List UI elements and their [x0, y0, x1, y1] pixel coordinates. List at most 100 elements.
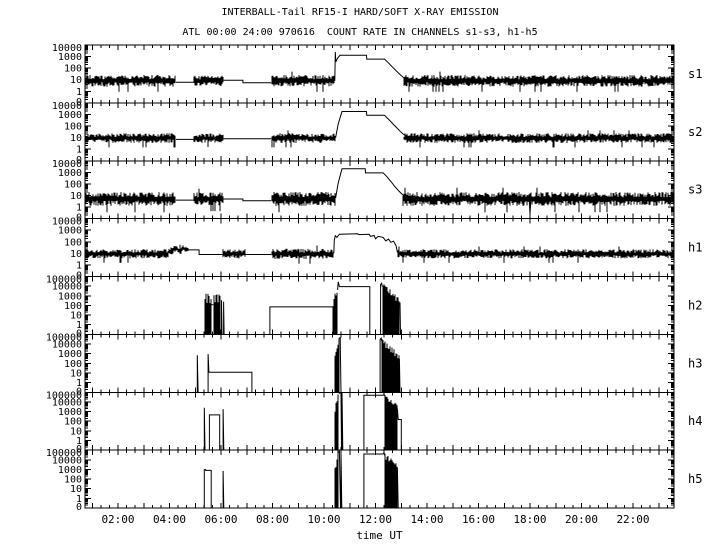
y-tick-label-h5: 1 [76, 494, 82, 505]
trace-line-s3 [528, 200, 532, 215]
panel-ticks-h2 [85, 276, 674, 335]
trace-noise-s1 [85, 75, 176, 92]
trace-noise-s1 [271, 71, 335, 92]
panel-border-s2 [84, 102, 675, 162]
y-tick-label-h1: 1 [76, 260, 82, 271]
y-tick-label-h1: 10 [70, 249, 82, 260]
x-axis: 02:00 04:00 06:00 08:00 10:00 12:00 14:00 16:00… [101, 513, 649, 542]
y-tick-label-h2: 1000 [58, 291, 82, 302]
trace-line-h2 [221, 300, 223, 335]
channel-label-h4: h4 [688, 414, 702, 428]
y-tick-label-h2: 1 [76, 320, 82, 331]
chart-title: INTERBALL-Tail RF15-I HARD/SOFT X-RAY EM… [221, 7, 499, 18]
y-tick-label-s2: 10 [70, 133, 82, 144]
panel-border-h3 [84, 333, 675, 393]
x-tick-label: 16:00 [462, 513, 495, 526]
y-tick-label-s1: 1000 [58, 52, 82, 63]
channel-label-h3: h3 [688, 356, 702, 370]
y-tick-label-h3: 10000 [52, 340, 82, 351]
y-tick-label-h1: 10000 [52, 217, 82, 228]
y-tick-label-h2: 100 [64, 301, 82, 312]
trace-line-h4 [208, 414, 221, 451]
y-tick-label-h5: 1000 [58, 465, 82, 476]
trace-line-h5 [337, 449, 341, 509]
trace-line-h4 [396, 408, 402, 451]
y-tick-label-s3: 10000 [52, 159, 82, 170]
channel-label-s3: s3 [688, 183, 702, 197]
y-tick-label-s1: 1 [76, 87, 82, 98]
channel-label-h5: h5 [688, 472, 702, 486]
trace-line-h4 [222, 409, 225, 451]
panel-ticks-s3 [85, 160, 674, 220]
trace-line-h4 [363, 393, 386, 451]
trace-line-s2 [335, 111, 410, 138]
trace-noise-h1 [181, 245, 185, 251]
y-tick-label-s2: 1 [76, 145, 82, 156]
trace-noise-h1 [271, 245, 334, 264]
trace-line-s1 [334, 51, 410, 81]
trace-line-s3 [223, 198, 272, 202]
trace-noise-h1 [397, 246, 674, 263]
channel-label-h2: h2 [688, 298, 702, 312]
trace-noise-s2 [85, 133, 176, 148]
y-tick-label-h4: 100 [64, 417, 82, 428]
y-tick-label-h2: 0 [76, 328, 82, 339]
panel-border-s1 [84, 44, 675, 104]
trace-burst-h2 [332, 292, 338, 335]
panel-ticks-h4 [85, 391, 674, 451]
trace-burst-h2 [204, 293, 212, 335]
trace-burst-h3 [334, 338, 340, 393]
trace-burst-h5 [384, 453, 398, 508]
y-tick-label-h1: 0 [76, 271, 82, 282]
y-tick-label-s1: 0 [76, 97, 82, 108]
y-tick-label-s3: 10 [70, 191, 82, 202]
trace-noise-h1 [184, 246, 189, 252]
y-tick-label-h3: 0 [76, 386, 82, 397]
trace-line-h1 [333, 233, 398, 254]
panel-ticks-s2 [85, 102, 674, 162]
trace-line-h2 [380, 282, 383, 335]
panel-ticks-h5 [85, 449, 674, 509]
panel-border-h2 [84, 276, 675, 335]
y-tick-label-h5: 10 [70, 484, 82, 495]
y-tick-label-h4: 10 [70, 426, 82, 437]
y-tick-label-h4: 1000 [58, 407, 82, 418]
panel-border-s3 [84, 160, 675, 220]
trace-line-h2 [223, 301, 225, 335]
y-tick-label-s2: 100 [64, 122, 82, 133]
y-tick-label-s2: 1000 [58, 110, 82, 121]
y-tick-label-h4: 0 [76, 444, 82, 455]
y-tick-label-h5: 0 [76, 502, 82, 513]
trace-noise-s3 [271, 192, 336, 213]
y-tick-label-s3: 1 [76, 203, 82, 214]
x-tick-label: 18:00 [513, 513, 546, 526]
y-tick-label-h5: 100000 [46, 448, 82, 459]
y-tick-label-h3: 1000 [58, 349, 82, 360]
trace-burst-h2 [213, 294, 221, 335]
y-tick-label-s1: 10000 [52, 43, 82, 54]
y-tick-label-h1: 100 [64, 237, 82, 248]
y-tick-label-h4: 1 [76, 436, 82, 447]
trace-noise-s3 [402, 187, 674, 213]
panel-border-h1 [84, 218, 675, 278]
trace-line-h2 [269, 306, 333, 335]
trace-burst-h2 [382, 284, 400, 335]
trace-line-h2 [399, 302, 401, 335]
panel-ticks-h1 [85, 218, 674, 277]
y-tick-label-h2: 10 [70, 311, 82, 322]
y-tick-label-h3: 100 [64, 359, 82, 370]
y-tick-label-s2: 10000 [52, 101, 82, 112]
y-tick-label-h1: 1000 [58, 226, 82, 237]
trace-burst-h3 [381, 339, 397, 393]
trace-noise-h1 [222, 249, 246, 259]
panel-border-h4 [84, 391, 675, 451]
trace-noise-h1 [168, 247, 174, 255]
x-tick-label: 14:00 [410, 513, 443, 526]
y-tick-label-s2: 0 [76, 155, 82, 166]
y-tick-label-h5: 100 [64, 475, 82, 486]
trace-burst-h3 [396, 354, 400, 393]
x-tick-label: 06:00 [204, 513, 237, 526]
